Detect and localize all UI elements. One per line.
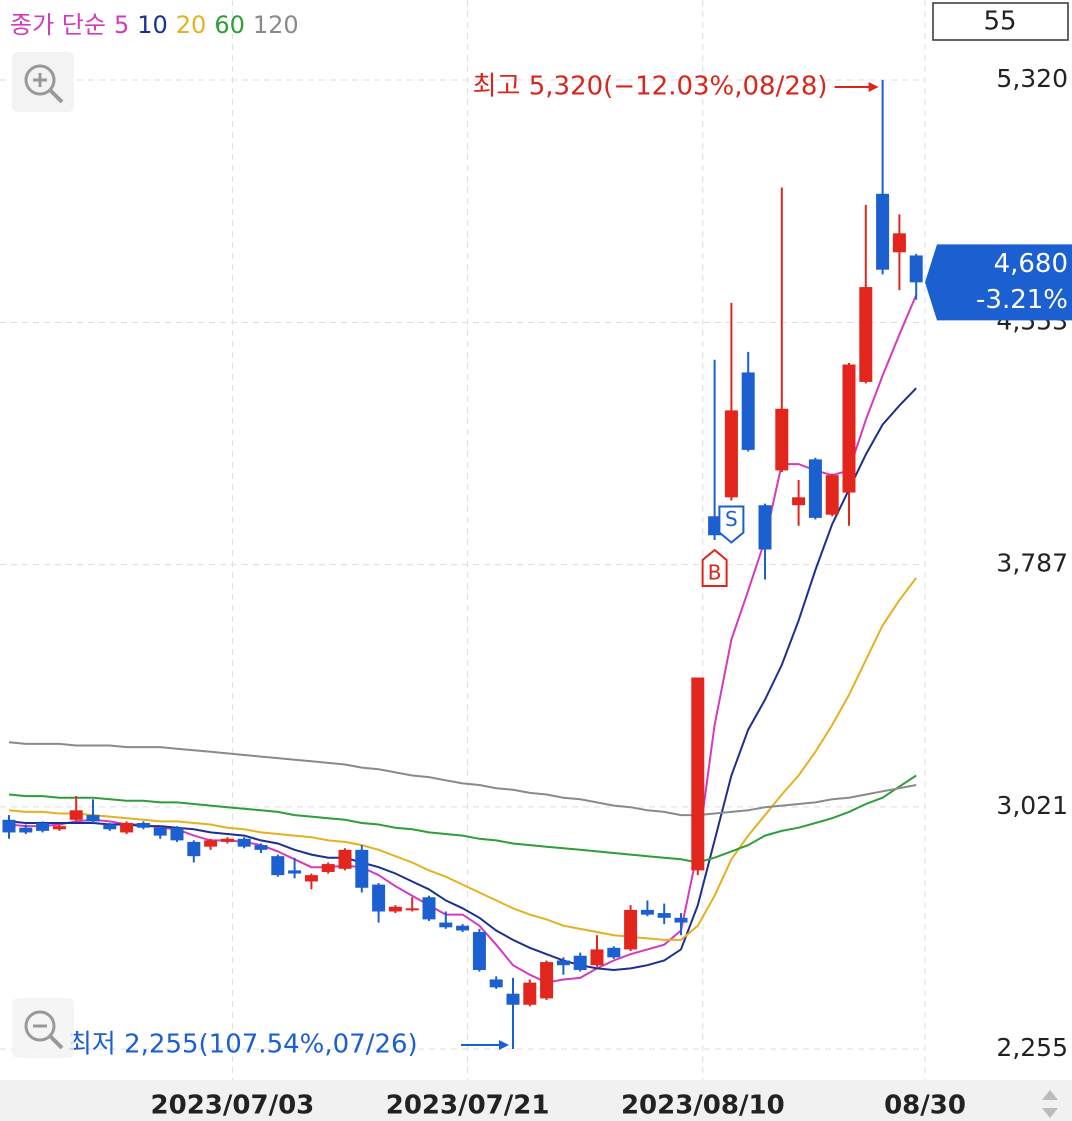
candle-body — [859, 287, 873, 382]
candle-body — [825, 475, 839, 515]
y-tick-label: 3,787 — [996, 549, 1068, 578]
price-tag — [925, 244, 1072, 321]
legend: 종가 단순 5 10 20 60 120 — [10, 11, 299, 39]
candle-body — [540, 962, 554, 999]
sell-signal — [718, 505, 745, 544]
candle-body — [758, 505, 772, 550]
candle-body — [204, 840, 218, 847]
x-tick-label: 2023/07/21 — [386, 1091, 550, 1121]
scroll-control[interactable] — [1042, 1090, 1058, 1118]
ma-line — [8, 577, 917, 941]
candle-body — [573, 955, 587, 970]
candle-body — [640, 909, 654, 915]
candle-body — [103, 824, 117, 830]
candle-body — [52, 826, 66, 830]
candle-body — [338, 849, 352, 869]
x-tick-label: 2023/07/03 — [151, 1091, 315, 1121]
count: 55 — [983, 7, 1016, 37]
candle-body — [674, 917, 688, 923]
candle-body — [153, 827, 167, 836]
buy-signal — [701, 548, 728, 587]
candle-body — [170, 827, 184, 841]
legend-entry: 20 — [176, 11, 207, 39]
candle-body — [842, 364, 856, 493]
candle-body — [741, 372, 755, 450]
sell-signal-label: S — [725, 507, 738, 531]
annotation-arrowhead — [868, 81, 879, 92]
legend-entry: 10 — [137, 11, 168, 39]
moving-averages — [8, 294, 918, 984]
candle-body — [120, 822, 134, 833]
date-bar — [0, 1080, 1072, 1121]
candle-body — [708, 516, 722, 536]
y-tick-label: 2,255 — [996, 1033, 1068, 1062]
candle-body — [489, 979, 503, 988]
candle-body — [422, 897, 436, 920]
legend-entry: 120 — [253, 11, 299, 39]
candle-body — [456, 925, 470, 931]
candle-body — [624, 909, 638, 950]
candle-body — [254, 845, 268, 850]
candle-body — [556, 960, 570, 966]
candle-body — [892, 233, 906, 253]
price-tag-value: 4,680 — [994, 249, 1068, 279]
x-tick-label: 08/30 — [884, 1091, 966, 1121]
candle-body — [288, 870, 302, 874]
ma-line — [8, 741, 917, 817]
candle-body — [808, 459, 822, 518]
candle-body — [876, 193, 890, 270]
count-box[interactable] — [932, 2, 1069, 41]
candle-body — [304, 875, 318, 882]
candles — [2, 79, 923, 1050]
candle-body — [506, 993, 520, 1005]
candle-body — [607, 947, 621, 958]
legend-entry: 5 — [114, 11, 129, 39]
ma-line — [8, 774, 917, 864]
candle-body — [271, 856, 285, 876]
candle-body — [372, 884, 386, 912]
annotation-arrowhead — [499, 1040, 509, 1051]
candle-body — [220, 838, 234, 842]
candle-body — [187, 841, 201, 857]
zoom-in-button[interactable] — [12, 52, 74, 112]
candle-body — [724, 410, 738, 498]
legend-entry: 종가 단순 — [10, 11, 106, 39]
grid — [0, 0, 925, 1080]
candle-body — [355, 849, 369, 888]
ma-line — [8, 387, 917, 972]
candle-body — [657, 913, 671, 918]
y-tick-label: 5,320 — [996, 64, 1068, 93]
x-tick-label: 2023/08/10 — [621, 1091, 785, 1121]
candle-body — [86, 815, 100, 822]
legend-entry: 60 — [214, 11, 245, 39]
candle-body — [775, 408, 789, 471]
buy-signal-label: B — [708, 561, 722, 585]
candle-body — [237, 838, 251, 847]
candle-body — [590, 949, 604, 966]
candle-body — [792, 497, 806, 506]
candle-body — [388, 906, 402, 912]
candle-body — [19, 827, 33, 833]
candle-body — [36, 822, 50, 831]
y-tick-label: 3,021 — [996, 791, 1068, 820]
candle-body — [909, 255, 923, 283]
price-tag-change: -3.21% — [976, 285, 1068, 315]
zoom-out-button[interactable] — [12, 998, 74, 1058]
ma-line — [8, 294, 918, 984]
candle-body — [136, 822, 150, 828]
candle-body — [439, 922, 453, 928]
candle-body — [2, 819, 16, 833]
low-annotation: 최저 2,255(107.54%,07/26) — [68, 1030, 418, 1060]
candle-body — [405, 908, 419, 911]
candle-body — [321, 864, 335, 872]
candle-body — [691, 677, 705, 871]
candle-body — [523, 982, 537, 1005]
high-annotation: 최고 5,320(−12.03%,08/28) — [473, 71, 828, 101]
candle-body — [472, 932, 486, 970]
candle-body — [69, 810, 83, 820]
